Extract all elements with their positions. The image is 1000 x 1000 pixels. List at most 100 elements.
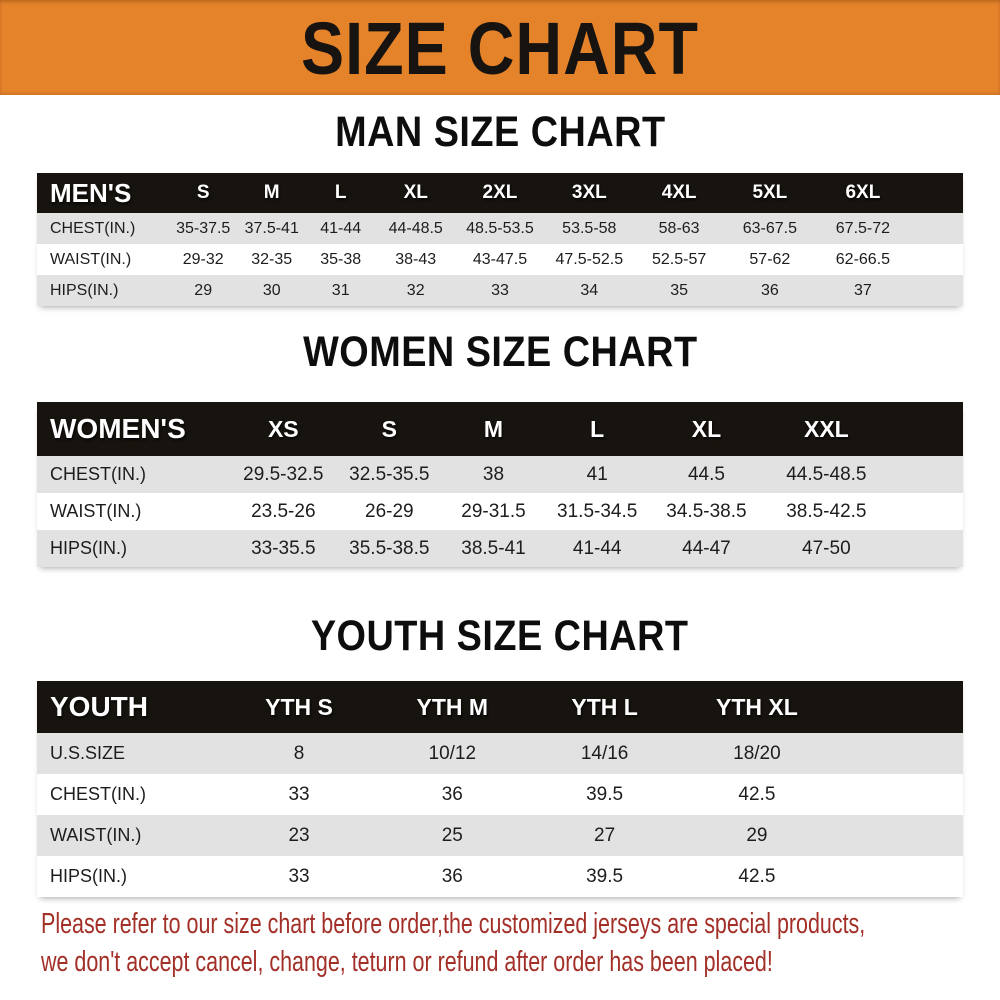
filler-cell [910,244,963,275]
size-value: 29 [194,281,213,299]
size-header: L [590,415,605,442]
size-value: 8 [293,742,305,764]
size-value: 36 [441,865,463,887]
row-label: U.S.SIZE [50,743,126,763]
size-value: 14/16 [580,742,629,764]
filler-cell [833,815,963,856]
table-row: U.S.SIZE 8 10/12 14/16 18/20 [37,733,963,774]
man-section-title: MAN SIZE CHART [334,108,666,157]
size-value: 32 [406,281,425,299]
row-label: WAIST(IN.) [50,250,132,268]
size-header: 2XL [482,182,518,203]
size-value: 39.5 [586,783,624,805]
size-value: 38.5-42.5 [786,500,867,522]
size-value: 10/12 [428,742,477,764]
table-row: CHEST(IN.) 29.5-32.5 32.5-35.5 38 41 44.… [37,456,963,493]
size-value: 23.5-26 [251,500,316,522]
size-value: 33 [288,865,310,887]
womens-header-row: WOMEN'S XS S M L XL XXL [37,402,963,456]
size-value: 37.5-41 [244,219,299,237]
size-header: YTH L [571,693,638,720]
row-label: CHEST(IN.) [50,219,136,237]
size-value: 29-32 [182,250,224,268]
size-value: 38.5-41 [461,537,526,559]
filler-cell [833,774,963,815]
mens-header-label: MEN'S [50,177,132,208]
size-value: 38 [482,463,505,485]
size-value: 42.5 [738,865,776,887]
table-row: WAIST(IN.) 23 25 27 29 [37,815,963,856]
mens-header-row: MEN'S S M L XL 2XL 3XL 4XL 5XL 6XL [37,173,963,213]
size-value: 44-48.5 [388,219,443,237]
filler-cell [833,733,963,774]
size-value: 36 [760,281,779,299]
size-value: 42.5 [738,783,776,805]
order-disclaimer: Please refer to our size chart before or… [41,905,1000,981]
size-value: 43-47.5 [472,250,528,268]
filler-cell [910,275,963,306]
size-header: YTH M [416,693,489,720]
mens-size-table: MEN'S S M L XL 2XL 3XL 4XL 5XL 6XL CHEST… [37,173,963,306]
size-value: 36 [441,783,463,805]
size-value: 32.5-35.5 [349,463,430,485]
size-value: 31 [331,281,350,299]
size-value: 48.5-53.5 [466,219,534,237]
size-value: 44.5-48.5 [786,463,867,485]
youth-header-row: YOUTH YTH S YTH M YTH L YTH XL [37,681,963,733]
youth-header-label: YOUTH [50,691,148,722]
size-value: 29.5-32.5 [243,463,324,485]
filler-cell [889,493,963,530]
table-row: WAIST(IN.) 23.5-26 26-29 29-31.5 31.5-34… [37,493,963,530]
size-value: 23 [288,824,310,846]
size-header: M [483,415,504,442]
filler-cell [910,213,963,244]
size-value: 26-29 [365,500,414,522]
table-row: CHEST(IN.) 33 36 39.5 42.5 [37,774,963,815]
size-value: 30 [262,281,281,299]
row-label: CHEST(IN.) [50,784,146,804]
size-value: 39.5 [586,865,624,887]
size-value: 47.5-52.5 [555,250,624,268]
women-section-title: WOMEN SIZE CHART [302,328,698,377]
size-value: 35-37.5 [176,219,231,237]
table-row: CHEST(IN.) 35-37.5 37.5-41 41-44 44-48.5… [37,213,963,244]
table-row: WAIST(IN.) 29-32 32-35 35-38 38-43 43-47… [37,244,963,275]
size-value: 25 [441,824,463,846]
size-value: 33 [288,783,310,805]
size-value: 18/20 [733,742,781,764]
size-value: 67.5-72 [835,219,891,237]
size-header: YTH S [265,693,333,720]
size-value: 33 [491,281,509,299]
size-value: 52.5-57 [651,250,707,268]
size-header: XL [403,182,428,203]
size-value: 57-62 [749,250,791,268]
disclaimer-line-1: Please refer to our size chart before or… [41,908,866,940]
table-row: HIPS(IN.) 33 36 39.5 42.5 [37,856,963,897]
filler-cell [889,530,963,567]
size-header: XS [267,415,299,442]
size-value: 33-35.5 [251,537,316,559]
table-row: HIPS(IN.) 33-35.5 35.5-38.5 38.5-41 41-4… [37,530,963,567]
size-value: 35-38 [320,250,362,268]
banner-title: SIZE CHART [301,6,699,89]
size-header: S [381,415,397,442]
size-value: 31.5-34.5 [557,500,638,522]
size-value: 44-47 [682,537,731,559]
size-value: 27 [594,824,616,846]
size-header: 6XL [845,182,881,203]
size-value: 34.5-38.5 [666,500,747,522]
size-header: YTH XL [716,693,798,720]
size-header: 5XL [752,182,788,203]
youth-size-table: YOUTH YTH S YTH M YTH L YTH XL U.S.SIZE … [37,681,963,897]
size-value: 38-43 [395,250,437,268]
size-value: 41-44 [320,219,362,237]
size-value: 41-44 [572,537,622,559]
size-value: 62-66.5 [835,250,891,268]
size-value: 35.5-38.5 [349,537,430,559]
size-header: S [196,182,210,203]
size-header: 4XL [661,182,697,203]
filler-cell [889,402,963,456]
size-value: 47-50 [802,537,851,559]
filler-cell [889,456,963,493]
